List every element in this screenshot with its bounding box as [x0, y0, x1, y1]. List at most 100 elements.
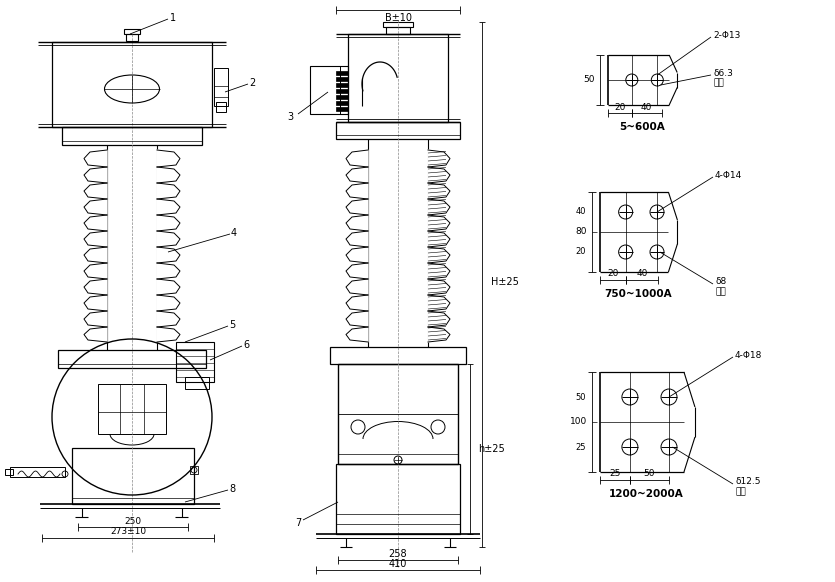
Bar — [126, 34, 138, 41]
Polygon shape — [84, 183, 107, 199]
Polygon shape — [428, 231, 450, 247]
Polygon shape — [428, 150, 450, 167]
Polygon shape — [346, 215, 368, 231]
Bar — [383, 22, 413, 27]
Text: 250: 250 — [124, 516, 142, 526]
Polygon shape — [428, 167, 450, 183]
Polygon shape — [346, 167, 368, 183]
Text: 20: 20 — [615, 102, 625, 112]
Polygon shape — [428, 279, 450, 295]
Text: 厚度: 厚度 — [713, 79, 724, 87]
Text: 50: 50 — [575, 392, 586, 402]
Polygon shape — [428, 215, 450, 231]
Text: 80: 80 — [575, 228, 587, 236]
Text: 410: 410 — [389, 559, 407, 569]
Bar — [5, 469, 13, 475]
Bar — [336, 464, 460, 534]
Polygon shape — [157, 295, 180, 311]
Bar — [338, 364, 458, 464]
Polygon shape — [84, 279, 107, 295]
Text: 7: 7 — [295, 518, 301, 528]
Text: 750~1000A: 750~1000A — [605, 289, 672, 299]
Text: 6: 6 — [243, 340, 249, 350]
Text: 100: 100 — [569, 417, 587, 427]
Bar — [336, 101, 348, 105]
Bar — [176, 342, 214, 382]
Polygon shape — [84, 215, 107, 231]
Polygon shape — [157, 327, 180, 342]
Bar — [190, 466, 198, 474]
Polygon shape — [157, 263, 180, 279]
Polygon shape — [428, 295, 450, 311]
Bar — [58, 350, 206, 368]
Polygon shape — [84, 150, 107, 167]
Polygon shape — [157, 199, 180, 215]
Text: 1200~2000A: 1200~2000A — [609, 489, 683, 499]
Polygon shape — [346, 199, 368, 215]
Text: 4-Φ18: 4-Φ18 — [735, 350, 762, 360]
Polygon shape — [84, 327, 107, 342]
Bar — [336, 107, 348, 111]
Polygon shape — [157, 215, 180, 231]
Bar — [10, 467, 65, 477]
Polygon shape — [157, 311, 180, 327]
Text: 厚度: 厚度 — [715, 288, 726, 296]
Polygon shape — [346, 231, 368, 247]
Polygon shape — [157, 279, 180, 295]
Text: 50: 50 — [644, 470, 655, 478]
Text: 25: 25 — [575, 442, 586, 452]
Bar — [348, 34, 448, 122]
Polygon shape — [84, 167, 107, 183]
Bar — [124, 29, 140, 34]
Bar — [336, 71, 348, 75]
Text: 25: 25 — [610, 470, 620, 478]
Polygon shape — [428, 199, 450, 215]
Polygon shape — [84, 295, 107, 311]
Text: 4-Φ14: 4-Φ14 — [715, 171, 742, 179]
Text: 4: 4 — [231, 228, 237, 238]
Polygon shape — [84, 247, 107, 263]
Text: 5~600A: 5~600A — [619, 122, 665, 132]
Bar — [185, 377, 209, 389]
Bar — [336, 89, 348, 93]
Polygon shape — [84, 263, 107, 279]
Polygon shape — [346, 247, 368, 263]
Bar — [216, 102, 226, 112]
Bar — [52, 42, 212, 127]
Polygon shape — [157, 231, 180, 247]
Text: 40: 40 — [636, 269, 647, 279]
Bar — [62, 127, 202, 145]
Bar — [214, 68, 228, 106]
Text: B±10: B±10 — [384, 13, 412, 23]
Text: δ12.5: δ12.5 — [735, 477, 761, 487]
Polygon shape — [346, 311, 368, 327]
Text: 1: 1 — [170, 13, 176, 23]
Bar — [386, 27, 410, 34]
Text: 厚度: 厚度 — [735, 488, 746, 496]
Text: 20: 20 — [575, 247, 586, 257]
Polygon shape — [84, 231, 107, 247]
Text: H±25: H±25 — [491, 277, 519, 287]
Polygon shape — [157, 150, 180, 167]
Polygon shape — [346, 263, 368, 279]
Text: δ6.3: δ6.3 — [713, 69, 733, 79]
Polygon shape — [428, 263, 450, 279]
Text: 2-Φ13: 2-Φ13 — [713, 30, 741, 40]
Polygon shape — [346, 183, 368, 199]
Text: h±25: h±25 — [478, 444, 504, 454]
Polygon shape — [428, 183, 450, 199]
Bar — [330, 347, 466, 364]
Text: 50: 50 — [584, 76, 595, 84]
Text: 40: 40 — [575, 208, 586, 217]
Text: 273±10: 273±10 — [110, 527, 146, 537]
Polygon shape — [84, 199, 107, 215]
Polygon shape — [428, 247, 450, 263]
Polygon shape — [346, 327, 368, 342]
Text: 40: 40 — [641, 102, 652, 112]
Polygon shape — [157, 247, 180, 263]
Text: 3: 3 — [287, 112, 293, 122]
Bar — [336, 77, 348, 81]
Polygon shape — [428, 311, 450, 327]
Bar — [336, 95, 348, 99]
Bar — [310, 66, 348, 114]
